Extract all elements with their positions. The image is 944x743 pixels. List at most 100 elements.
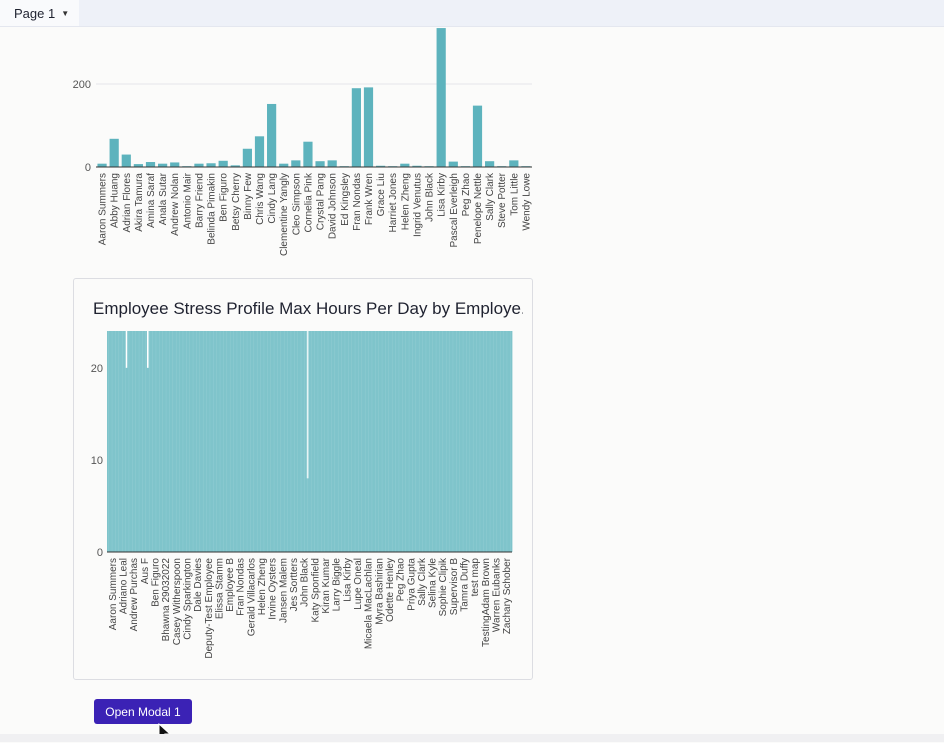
- y-tick-label: 20: [91, 363, 103, 375]
- bar: [309, 331, 321, 552]
- x-tick-label: Ben Figuro: [219, 173, 230, 222]
- x-tick-label: Ed Kingsley: [340, 173, 351, 226]
- x-tick-label: Cleo Simpson: [291, 173, 302, 235]
- x-tick-label: Clementine Yangly: [279, 173, 290, 256]
- x-tick-label: Fran Nondas: [352, 173, 363, 231]
- y-tick-label: 200: [73, 79, 91, 91]
- bar: [254, 136, 265, 167]
- bar: [97, 163, 107, 167]
- x-tick-label: Ingrid Venutus: [412, 173, 423, 237]
- bar: [485, 161, 495, 167]
- x-tick-label: Ben Figuro: [150, 558, 161, 607]
- x-tick-label: Kiran Kumar: [321, 557, 332, 613]
- x-tick-label: John Black: [300, 557, 311, 607]
- stress-profile-chart: 0 10 20 Aaron Summers Adriano Leal Andrew Pur…: [91, 331, 513, 659]
- x-tick-label: Peg Zhao: [396, 558, 407, 602]
- bar: [303, 141, 313, 167]
- x-tick-label: Cindy Sparkington: [182, 558, 193, 640]
- open-modal-button[interactable]: Open Modal 1: [94, 699, 192, 724]
- bar: [426, 331, 438, 552]
- x-tick-label: Jansen Malem: [278, 558, 289, 623]
- bar: [170, 162, 180, 167]
- bar: [279, 163, 289, 167]
- x-tick-label: Binny Few: [243, 172, 254, 219]
- x-tick-label: Crystal Pang: [316, 173, 327, 230]
- x-tick-label: Aus F: [140, 558, 151, 584]
- x-tick-label: Priya Gupta: [406, 558, 417, 611]
- x-tick-label: Andrew Purchas: [129, 558, 140, 631]
- x-tick-label: Aaron Summers: [98, 173, 109, 245]
- x-tick-label: Amina Saraf: [146, 173, 157, 228]
- bar: [202, 331, 214, 552]
- bar: [117, 331, 129, 552]
- bar: [192, 331, 204, 552]
- x-tick-label: Katy Sponfield: [310, 558, 321, 623]
- x-tick-label: Penelope Nettle: [473, 173, 484, 245]
- bar: [224, 331, 236, 552]
- bar: [490, 331, 502, 552]
- x-tick-label: Betsy Cherry: [231, 173, 242, 231]
- bar: [109, 138, 119, 167]
- x-tick-label: Selina Kyle: [428, 558, 439, 608]
- x-tick-label: Supervisor B: [449, 558, 460, 616]
- bar: [327, 160, 337, 167]
- bar: [330, 331, 342, 552]
- bar: [206, 163, 216, 167]
- x-tick-label: Chris Wang: [255, 173, 266, 225]
- x-tick-label: Zachary Schober: [502, 557, 513, 634]
- bar: [469, 331, 481, 552]
- bar: [480, 331, 492, 552]
- x-tick-label: Tamra Duffy: [460, 558, 471, 612]
- x-tick-label: Lupe Oneal: [353, 558, 364, 610]
- bar: [266, 331, 278, 552]
- x-tick-label: Aaron Summers: [108, 558, 119, 630]
- bar: [320, 331, 332, 552]
- x-tick-label: Dale Davies: [193, 558, 204, 612]
- bar: [149, 331, 161, 552]
- page-selector[interactable]: Page 1 ▼: [0, 0, 80, 26]
- bar: [400, 163, 410, 167]
- bar: [436, 28, 446, 167]
- employee-bar-chart: 0 200 Aaron Summers Abby Huang Adrian Flores…: [73, 28, 532, 256]
- bar: [158, 163, 168, 167]
- bar: [230, 165, 240, 167]
- x-tick-label: Helen Zheng: [257, 558, 268, 615]
- bar: [218, 160, 228, 167]
- bar: [341, 331, 353, 552]
- bar: [448, 331, 460, 552]
- stress-profile-card: 0 10 20 Aaron Summers Adriano Leal Andrew Pur…: [73, 278, 533, 680]
- x-tick-label: TestingAdam Brown: [481, 558, 492, 647]
- x-tick-label: Adrian Flores: [122, 173, 133, 232]
- bar: [376, 165, 386, 167]
- bar: [121, 154, 131, 167]
- bar: [170, 331, 183, 552]
- x-tick-label: Barry Friend: [194, 173, 205, 228]
- bar: [145, 162, 156, 167]
- chart-title: Employee Stress Profile Max Hours Per Da…: [93, 299, 523, 318]
- x-tick-label: Steve Potter: [497, 172, 508, 228]
- x-tick-label: Harriet Jones: [388, 173, 399, 232]
- caret-down-icon: ▼: [61, 8, 70, 18]
- x-tick-label: Lisa Kirby: [437, 173, 448, 217]
- x-tick-label: Sophie Clipik: [438, 557, 449, 616]
- bar: [107, 331, 119, 552]
- bar: [472, 105, 483, 167]
- bar: [245, 331, 257, 552]
- bar: [128, 331, 140, 552]
- x-tick-label: Employee B: [225, 558, 236, 612]
- bar: [412, 165, 422, 167]
- x-tick-label: Pascal Everleigh: [449, 173, 460, 247]
- bar: [394, 331, 406, 552]
- x-tick-label: Abby Huang: [110, 173, 121, 228]
- x-tick-label: Jes Sortters: [289, 558, 300, 611]
- bar: [509, 160, 519, 167]
- bar: [288, 331, 300, 552]
- x-tick-label: Andrew Nolan: [170, 173, 181, 236]
- bottom-strip: [0, 734, 944, 742]
- bar: [351, 88, 361, 167]
- bar: [384, 331, 396, 552]
- bar: [448, 161, 458, 167]
- bar: [405, 331, 417, 552]
- bar: [194, 163, 204, 167]
- x-tick-label: David Johnson: [328, 173, 339, 239]
